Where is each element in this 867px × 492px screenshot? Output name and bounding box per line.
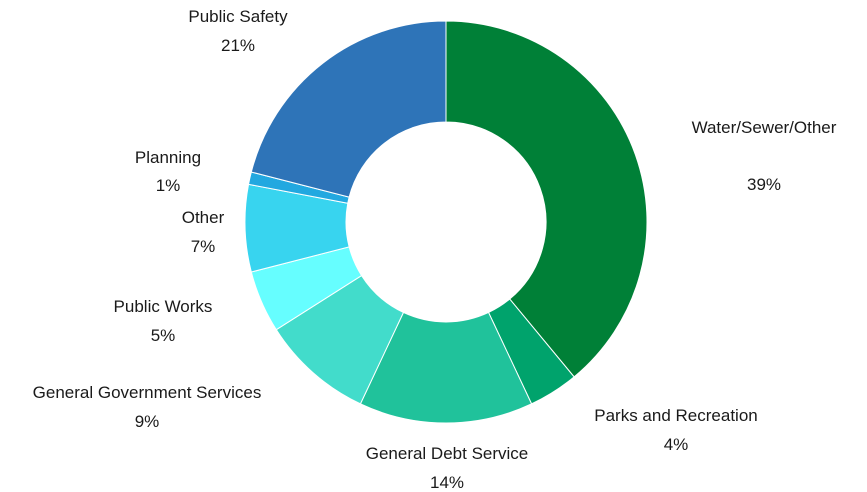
slice-water-sewer-other [445,20,648,378]
slice-value-water-sewer-other: 39% [747,175,781,194]
slice-label-water-sewer-other: Water/Sewer/Other [692,118,837,137]
slice-label-general-government-services: General Government Services [33,383,262,402]
slice-value-planning: 1% [156,176,181,195]
slice-value-parks-and-recreation: 4% [664,435,689,454]
slice-label-public-safety: Public Safety [188,7,288,26]
slice-labels: Water/Sewer/Other 39% Parks and Recreati… [33,7,837,492]
donut-slices [244,20,648,424]
slice-label-public-works: Public Works [114,297,213,316]
slice-value-other: 7% [191,237,216,256]
slice-label-planning: Planning [135,148,201,167]
slice-public-safety [250,20,447,198]
slice-label-other: Other [182,208,225,227]
slice-value-public-works: 5% [151,326,176,345]
slice-value-public-safety: 21% [221,36,255,55]
slice-label-general-debt-service: General Debt Service [366,444,529,463]
slice-value-general-government-services: 9% [135,412,160,431]
slice-label-parks-and-recreation: Parks and Recreation [594,406,757,425]
slice-value-general-debt-service: 14% [430,473,464,492]
